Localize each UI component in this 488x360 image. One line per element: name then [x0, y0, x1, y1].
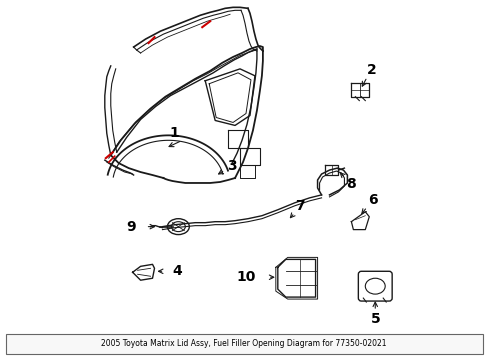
Text: 2005 Toyota Matrix Lid Assy, Fuel Filler Opening Diagram for 77350-02021: 2005 Toyota Matrix Lid Assy, Fuel Filler…	[101, 339, 386, 348]
Text: 9: 9	[126, 220, 135, 234]
Text: 5: 5	[369, 312, 379, 326]
Text: 7: 7	[294, 199, 304, 213]
Text: 8: 8	[346, 177, 356, 191]
Text: 6: 6	[367, 193, 377, 207]
Text: 3: 3	[227, 159, 236, 173]
Text: 1: 1	[169, 126, 179, 140]
Text: 4: 4	[172, 264, 182, 278]
Text: 2: 2	[366, 63, 375, 77]
Text: 10: 10	[236, 270, 255, 284]
FancyBboxPatch shape	[6, 334, 482, 354]
